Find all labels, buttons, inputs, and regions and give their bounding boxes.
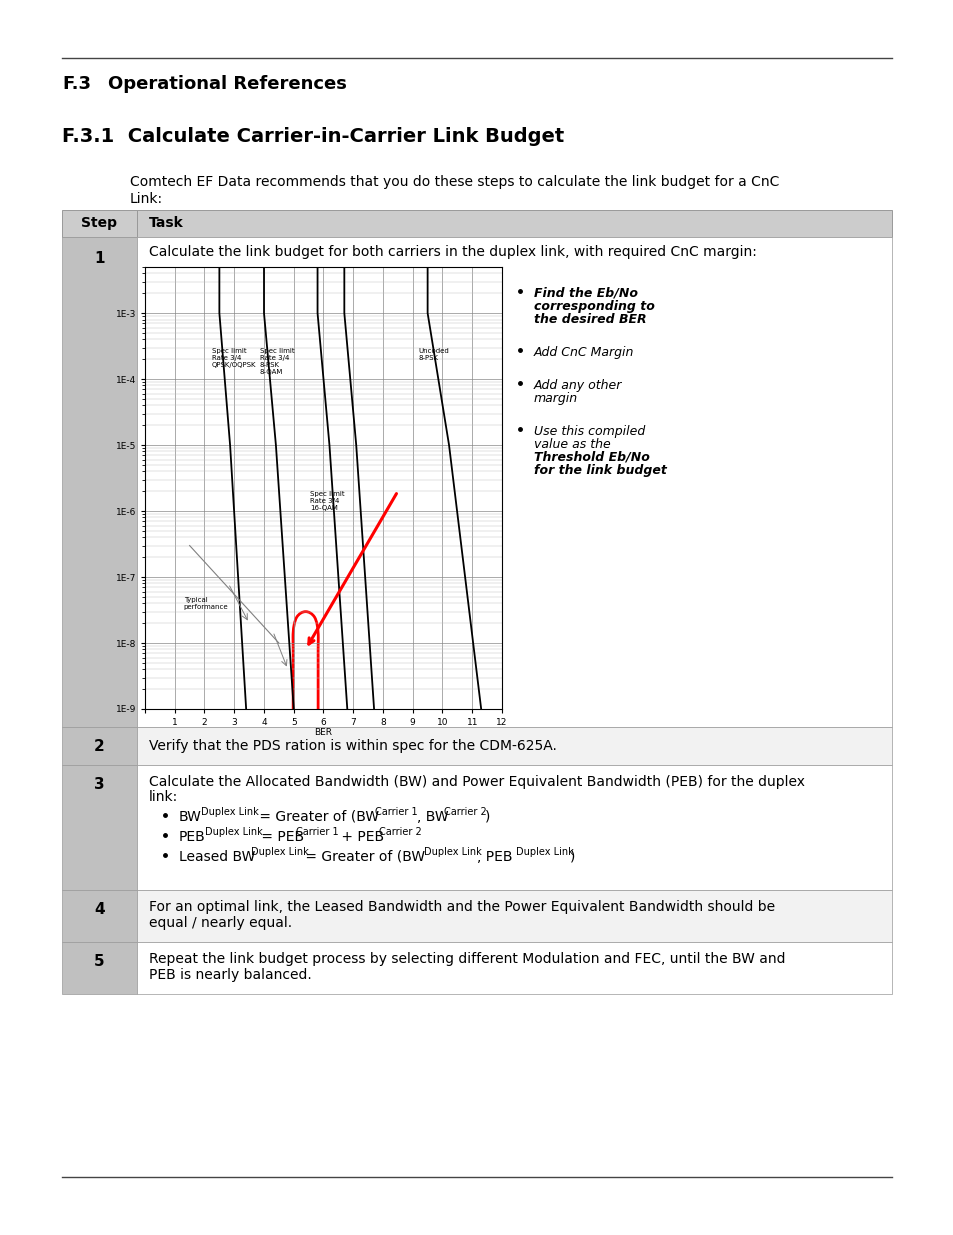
Text: BW: BW [179, 810, 202, 824]
Bar [62, 237, 137, 727]
Text: , PEB: , PEB [476, 850, 512, 864]
Text: F.3.1  Calculate Carrier-in-Carrier Link Budget: F.3.1 Calculate Carrier-in-Carrier Link … [62, 127, 563, 146]
Text: value as the: value as the [534, 438, 610, 451]
Text: 5: 5 [94, 953, 105, 969]
Text: Duplex Link: Duplex Link [201, 806, 258, 818]
Text: Add any other: Add any other [534, 379, 621, 391]
Text: 1: 1 [94, 251, 105, 266]
Bar [137, 890, 891, 942]
Text: link:: link: [149, 790, 178, 804]
Text: Verify that the PDS ration is within spec for the CDM-625A.: Verify that the PDS ration is within spe… [149, 739, 557, 753]
Bar [62, 210, 137, 237]
Bar [62, 727, 137, 764]
Text: Threshold Eb/No: Threshold Eb/No [534, 451, 649, 464]
Text: 2: 2 [94, 739, 105, 755]
Text: 3: 3 [94, 777, 105, 792]
Text: PEB: PEB [179, 830, 206, 844]
Text: + PEB: + PEB [336, 830, 384, 844]
Text: for the link budget: for the link budget [534, 464, 666, 477]
Text: Duplex Link: Duplex Link [251, 847, 309, 857]
Text: corresponding to: corresponding to [534, 300, 654, 312]
Text: Duplex Link: Duplex Link [205, 827, 262, 837]
Text: Spec limit
Rate 3/4
QPSK/OQPSK: Spec limit Rate 3/4 QPSK/OQPSK [212, 347, 256, 368]
Text: margin: margin [534, 391, 578, 405]
Text: Use this compiled: Use this compiled [534, 425, 644, 438]
Text: = PEB: = PEB [256, 830, 304, 844]
Text: PEB is nearly balanced.: PEB is nearly balanced. [149, 968, 312, 982]
Bar [62, 890, 137, 942]
Bar [137, 764, 891, 890]
Text: Comtech EF Data recommends that you do these steps to calculate the link budget : Comtech EF Data recommends that you do t… [130, 175, 779, 189]
Bar [62, 764, 137, 890]
Text: Uncoded
8-PSK: Uncoded 8-PSK [418, 347, 449, 361]
Bar [62, 942, 137, 994]
Text: , BW: , BW [416, 810, 448, 824]
Text: Calculate the link budget for both carriers in the duplex link, with required Cn: Calculate the link budget for both carri… [149, 245, 756, 259]
Text: Spec limit
Rate 3/4
16-QAM: Spec limit Rate 3/4 16-QAM [310, 492, 344, 511]
Text: Carrier 1: Carrier 1 [295, 827, 338, 837]
Text: Duplex Link: Duplex Link [516, 847, 573, 857]
Text: For an optimal link, the Leased Bandwidth and the Power Equivalent Bandwidth sho: For an optimal link, the Leased Bandwidt… [149, 900, 774, 914]
Text: Carrier 2: Carrier 2 [378, 827, 421, 837]
Text: Task: Task [149, 216, 184, 230]
Text: Leased BW: Leased BW [179, 850, 255, 864]
Text: = Greater of (BW: = Greater of (BW [254, 810, 378, 824]
Text: equal / nearly equal.: equal / nearly equal. [149, 916, 292, 930]
Text: Find the Eb/No: Find the Eb/No [534, 287, 638, 300]
Bar [137, 210, 891, 237]
Text: = Greater of (BW: = Greater of (BW [301, 850, 425, 864]
Text: Duplex Link: Duplex Link [423, 847, 481, 857]
Text: Add CnC Margin: Add CnC Margin [534, 346, 634, 359]
Text: Step: Step [81, 216, 117, 230]
Text: ): ) [569, 850, 575, 864]
Text: the desired BER: the desired BER [534, 312, 646, 326]
Bar [137, 727, 891, 764]
Text: ): ) [484, 810, 490, 824]
Bar [137, 237, 891, 727]
Text: Carrier 2: Carrier 2 [443, 806, 486, 818]
Text: 4: 4 [94, 902, 105, 918]
Text: Operational References: Operational References [108, 75, 347, 93]
Text: Calculate the Allocated Bandwidth (BW) and Power Equivalent Bandwidth (PEB) for : Calculate the Allocated Bandwidth (BW) a… [149, 776, 804, 789]
Text: F.3: F.3 [62, 75, 91, 93]
Text: Carrier 1: Carrier 1 [375, 806, 417, 818]
Bar [137, 942, 891, 994]
Text: Spec limit
Rate 3/4
8-PSK
8-QAM: Spec limit Rate 3/4 8-PSK 8-QAM [259, 347, 294, 374]
Text: Repeat the link budget process by selecting different Modulation and FEC, until : Repeat the link budget process by select… [149, 952, 784, 966]
Text: Typical
performance: Typical performance [184, 597, 228, 610]
X-axis label: BER: BER [314, 729, 333, 737]
Text: Link:: Link: [130, 191, 163, 206]
